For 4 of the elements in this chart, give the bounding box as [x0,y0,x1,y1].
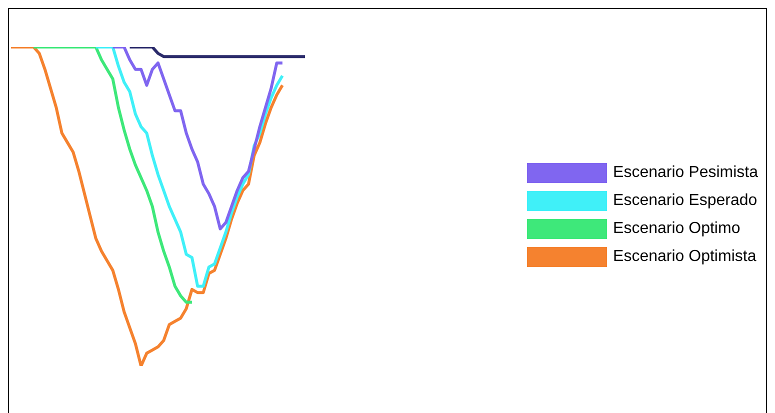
legend-label: Escenario Pesimista [613,164,758,182]
legend-label: Escenario Esperado [613,192,758,210]
legend-label: Escenario Optimista [613,248,756,266]
legend-label: Escenario Optimo [613,220,740,238]
